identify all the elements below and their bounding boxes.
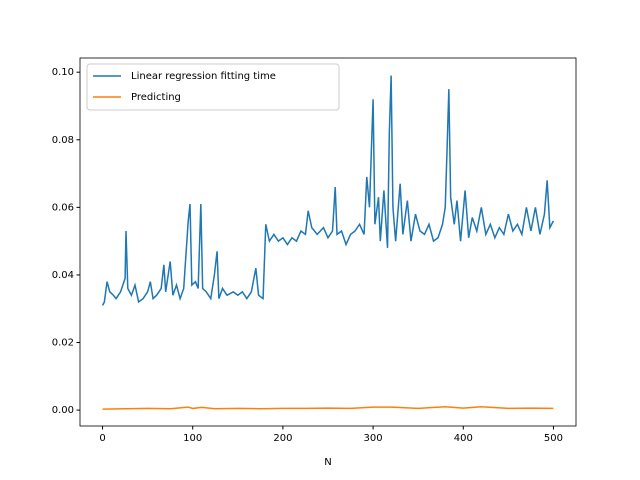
y-tick-label: 0.10	[52, 67, 74, 78]
y-tick-label: 0.08	[52, 135, 74, 146]
x-axis-label: N	[324, 457, 331, 468]
legend-label: Predicting	[131, 92, 181, 103]
x-tick-label: 0	[99, 433, 105, 444]
x-tick-label: 100	[183, 433, 202, 444]
x-tick-label: 500	[544, 433, 563, 444]
series-line	[101, 75, 555, 306]
series-line	[102, 405, 554, 410]
y-tick-label: 0.04	[52, 270, 74, 281]
x-tick-label: 300	[364, 433, 383, 444]
x-tick-label: 400	[454, 433, 473, 444]
y-tick-label: 0.02	[52, 338, 74, 349]
y-tick-label: 0.00	[52, 405, 74, 416]
legend-label: Linear regression fitting time	[131, 71, 276, 82]
x-tick-label: 200	[273, 433, 292, 444]
plot-frame	[79, 57, 577, 427]
y-tick-label: 0.06	[52, 202, 74, 213]
legend-box	[86, 63, 340, 111]
